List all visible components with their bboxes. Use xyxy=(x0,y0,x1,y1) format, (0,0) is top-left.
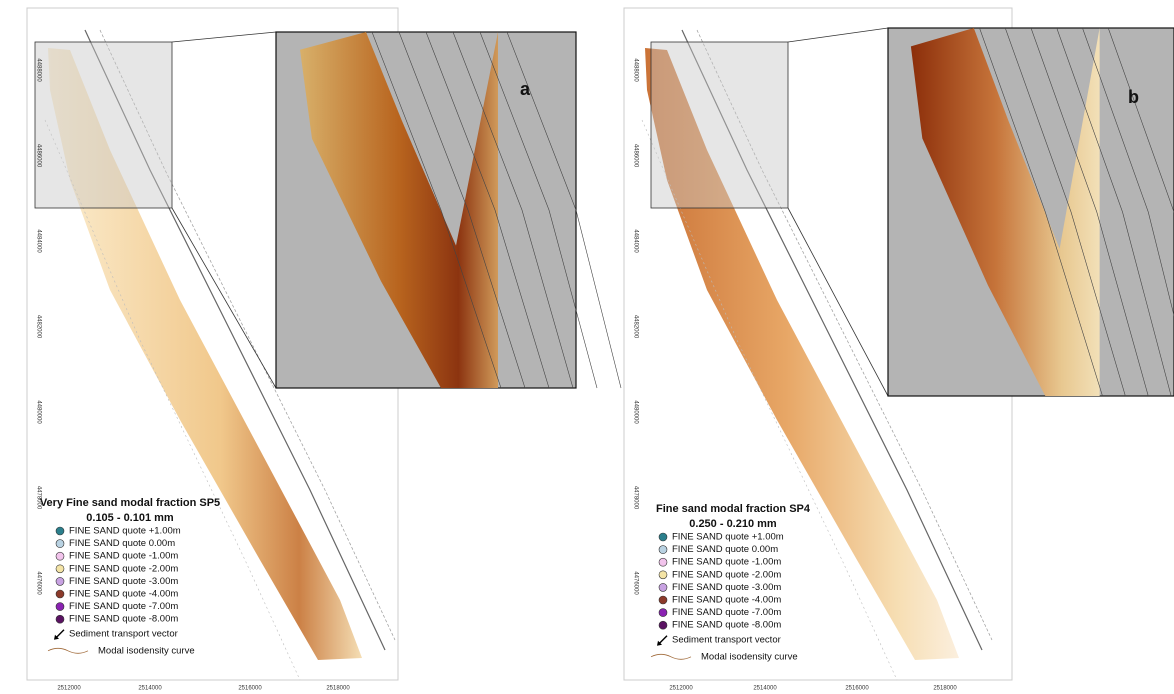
legend-marker xyxy=(55,589,65,599)
y-tick-label: 4484000 xyxy=(632,229,638,253)
legend-marker xyxy=(658,608,668,617)
sediment-band xyxy=(48,48,362,660)
vector-icon xyxy=(658,635,668,645)
legend-title: Fine sand modal fraction SP4 xyxy=(656,503,811,515)
legend-marker xyxy=(658,545,668,554)
y-tick-label: 4484000 xyxy=(35,229,41,253)
legend-marker xyxy=(658,583,668,592)
x-tick-label: 2516000 xyxy=(238,686,262,692)
vector-head xyxy=(657,640,662,646)
zoom-street xyxy=(452,31,574,389)
y-tick-label: 4488000 xyxy=(632,58,638,82)
connector xyxy=(171,207,277,389)
zoom-street xyxy=(1107,27,1174,214)
legend-vector: Sediment transport vector xyxy=(69,628,178,639)
legend-marker xyxy=(55,539,65,548)
legend-item: FINE SAND quote -1.00m xyxy=(672,557,781,568)
legend-curve: Modal isodensity curve xyxy=(701,651,798,662)
inset-box xyxy=(34,41,173,209)
legend-marker xyxy=(55,602,65,611)
zoom-street xyxy=(398,31,526,389)
legend-item: FINE SAND quote -8.00m xyxy=(69,614,178,625)
legend-item: FINE SAND quote -2.00m xyxy=(69,563,178,574)
legend-marker xyxy=(55,614,65,624)
curve-icon xyxy=(47,647,89,654)
legend-marker xyxy=(55,526,65,536)
y-tick-label: 4476000 xyxy=(632,571,638,595)
legend-marker xyxy=(55,577,65,586)
zoom-street xyxy=(479,31,598,389)
shoreline xyxy=(84,29,386,651)
inset-box xyxy=(650,41,789,209)
y-tick-label: 4488000 xyxy=(35,58,41,82)
legend-item: FINE SAND quote -4.00m xyxy=(69,589,178,600)
y-tick-label: 4478000 xyxy=(632,486,638,510)
legend-item: FINE SAND quote -7.00m xyxy=(69,601,178,612)
shoreline xyxy=(681,29,983,651)
x-tick-label: 2512000 xyxy=(57,686,81,692)
zoom-street xyxy=(979,27,1103,397)
legend-item: FINE SAND quote +1.00m xyxy=(69,526,181,537)
legend-item: FINE SAND quote -7.00m xyxy=(672,607,781,618)
x-tick-label: 2514000 xyxy=(753,686,777,692)
y-tick-label: 4476000 xyxy=(35,571,41,595)
legend-range: 0.250 - 0.210 mm xyxy=(689,518,777,530)
y-tick-label: 4480000 xyxy=(35,400,41,424)
connector xyxy=(171,31,277,43)
zoom-sediment xyxy=(300,32,498,388)
x-tick-label: 2512000 xyxy=(669,686,693,692)
zoom-street xyxy=(506,31,622,389)
road xyxy=(696,29,993,641)
legend-marker xyxy=(55,564,65,574)
vector-icon xyxy=(55,629,65,639)
panel-label: b xyxy=(1128,87,1139,107)
legend-marker xyxy=(658,570,668,580)
x-tick-label: 2514000 xyxy=(138,686,162,692)
y-tick-label: 4486000 xyxy=(35,144,41,168)
zoom-sediment xyxy=(910,28,1100,396)
legend-range: 0.105 - 0.101 mm xyxy=(86,512,174,524)
connector xyxy=(787,27,889,43)
legend-item: FINE SAND quote -3.00m xyxy=(672,582,781,593)
legend-item: FINE SAND quote -1.00m xyxy=(69,551,178,562)
zoom-street xyxy=(1030,27,1149,397)
y-tick-label: 4482000 xyxy=(35,315,41,339)
legend-marker xyxy=(658,532,668,542)
panel-label: a xyxy=(520,79,531,99)
road xyxy=(99,29,396,641)
sediment-band xyxy=(645,48,959,660)
zoom-street xyxy=(425,31,550,389)
zoom-street xyxy=(1082,27,1174,317)
legend-marker xyxy=(55,551,65,561)
curve-icon xyxy=(650,653,692,660)
transect-line xyxy=(641,119,898,681)
transect-line xyxy=(44,119,301,681)
y-tick-label: 4486000 xyxy=(632,144,638,168)
x-tick-label: 2516000 xyxy=(845,686,869,692)
legend-marker xyxy=(658,557,668,567)
y-tick-label: 4480000 xyxy=(632,400,638,424)
legend-vector: Sediment transport vector xyxy=(672,634,781,645)
x-tick-label: 2518000 xyxy=(933,686,957,692)
legend-item: FINE SAND quote -4.00m xyxy=(672,595,781,606)
legend-item: FINE SAND quote +1.00m xyxy=(672,532,784,543)
y-tick-label: 4482000 xyxy=(632,315,638,339)
legend-item: FINE SAND quote 0.00m xyxy=(672,544,778,555)
legend-item: FINE SAND quote 0.00m xyxy=(69,538,175,549)
legend-item: FINE SAND quote -3.00m xyxy=(69,576,178,587)
legend-item: FINE SAND quote -8.00m xyxy=(672,620,781,631)
vector-head xyxy=(54,634,59,640)
legend-marker xyxy=(658,595,668,605)
zoom-street xyxy=(371,31,502,389)
zoom-street xyxy=(1004,27,1126,397)
legend-title: Very Fine sand modal fraction SP5 xyxy=(40,497,220,509)
legend-marker xyxy=(658,620,668,630)
x-tick-label: 2518000 xyxy=(326,686,350,692)
y-tick-label: 4478000 xyxy=(35,486,41,510)
zoom-street xyxy=(1056,27,1172,397)
legend-item: FINE SAND quote -2.00m xyxy=(672,569,781,580)
legend-curve: Modal isodensity curve xyxy=(98,645,195,656)
connector xyxy=(787,207,889,397)
